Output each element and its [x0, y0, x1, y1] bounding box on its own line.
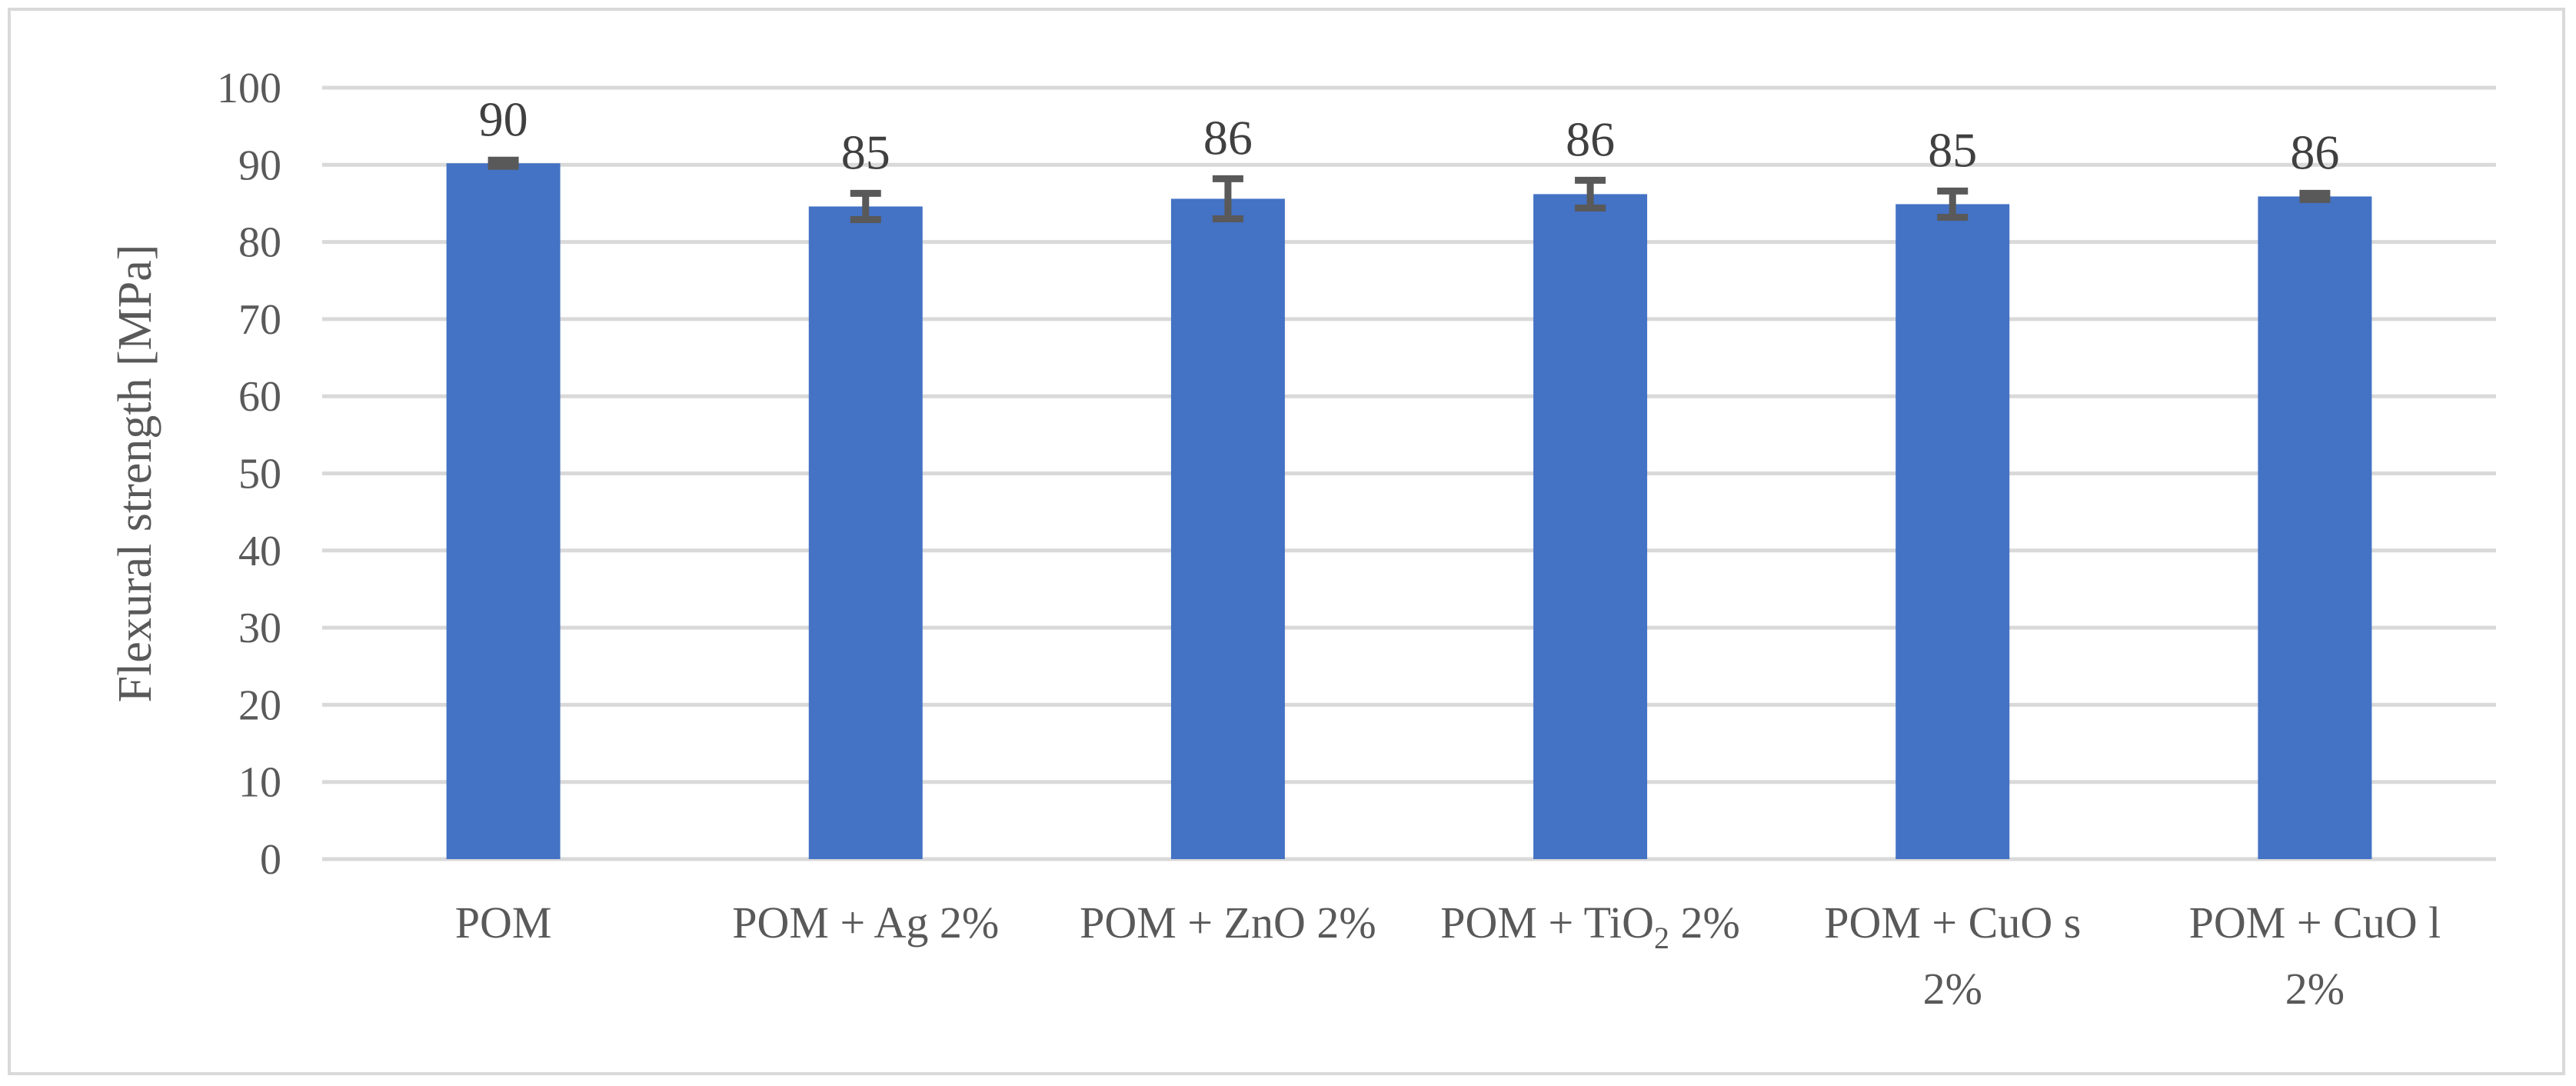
x-tick-label: POM + CuO s	[1824, 898, 2081, 948]
data-label: 86	[1566, 112, 1615, 166]
bar	[1533, 194, 1648, 859]
x-tick-label: POM	[455, 898, 552, 948]
data-label: 85	[841, 125, 890, 179]
bar	[2258, 196, 2372, 860]
y-tick-label: 60	[238, 373, 281, 421]
bar	[446, 163, 561, 859]
x-tick-label: POM + CuO l	[2189, 898, 2441, 948]
bar-chart: 0 10 20 30 40 50 60 70 80 90 100 Flexural strength …	[109, 65, 2496, 1014]
y-tick-label: 90	[238, 142, 281, 189]
y-tick-label: 0	[260, 836, 281, 884]
chart-frame: 0 10 20 30 40 50 60 70 80 90 100 Flexural strength …	[8, 8, 2565, 1075]
x-tick-label: 2%	[2285, 964, 2345, 1014]
data-label: 90	[479, 92, 528, 146]
x-tick-label: POM + Ag 2%	[732, 898, 999, 948]
y-axis-title: Flexural strength [MPa]	[109, 245, 161, 703]
y-tick-label: 100	[217, 65, 281, 112]
y-tick-label: 30	[238, 605, 281, 652]
y-tick-label: 10	[238, 759, 281, 807]
y-tick-label: 20	[238, 681, 281, 729]
y-tick-label: 40	[238, 528, 281, 575]
data-label: 85	[1928, 122, 1977, 177]
x-tick-label: POM + ZnO 2%	[1080, 898, 1376, 948]
x-tick-label: 2%	[1923, 964, 1982, 1014]
data-label: 86	[2290, 125, 2339, 179]
y-tick-label: 80	[238, 219, 281, 267]
bar	[1170, 198, 1285, 859]
data-label: 86	[1203, 110, 1253, 165]
y-tick-label: 70	[238, 296, 281, 344]
bar	[1895, 204, 2010, 859]
y-tick-label: 50	[238, 451, 281, 498]
bar	[808, 206, 923, 859]
x-tick-label: POM + TiO2 2%	[1440, 898, 1740, 955]
